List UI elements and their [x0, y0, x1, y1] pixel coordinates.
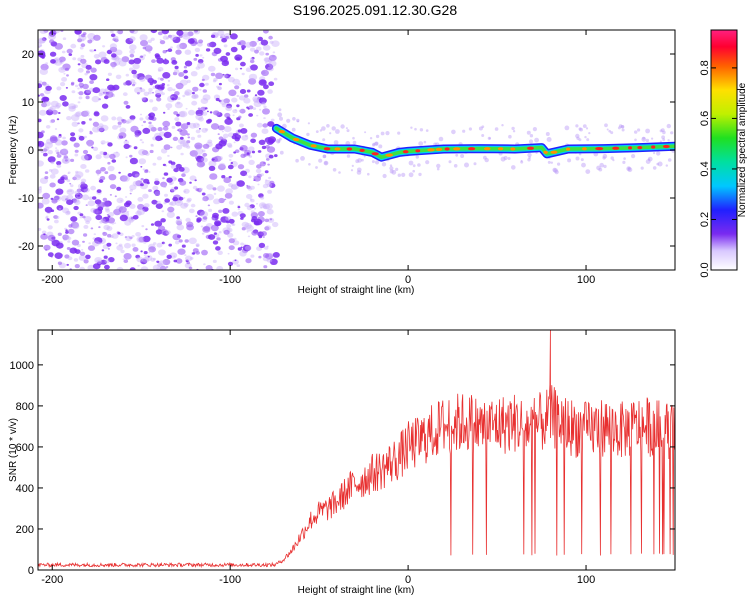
- spectrogram-x-axis-title: Height of straight line (km): [298, 285, 415, 296]
- spectrogram-x-tick-label: -100: [219, 274, 241, 286]
- snr-series-line: [38, 330, 675, 569]
- snr-y-tick-label: 400: [16, 483, 34, 495]
- colorbar-tick-label: 0.4: [699, 161, 711, 176]
- spectrogram-y-tick-label: 10: [22, 97, 34, 109]
- colorbar-title: Normalized spectral amplitude: [737, 82, 748, 217]
- spectrogram-x-tick-label: -200: [41, 274, 63, 286]
- snr-x-tick-label: -200: [41, 574, 63, 586]
- spectrogram-y-axis-title: Frequency (Hz): [8, 116, 19, 185]
- snr-y-axis-title: SNR (10 * v/v): [8, 418, 19, 482]
- colorbar-ticks: 0.0 0.2 0.4 0.6 0.8: [699, 60, 737, 278]
- snr-frame: [37, 329, 676, 571]
- spectrogram-x-tick-label: 100: [577, 274, 595, 286]
- snr-y-tick-label: 1000: [10, 360, 34, 372]
- spectrogram-y-tick-label: 20: [22, 49, 34, 61]
- snr-x-tick-label: 0: [405, 574, 411, 586]
- snr-plot-area: [38, 330, 675, 569]
- snr-y-tick-label: 600: [16, 442, 34, 454]
- colorbar: 0.0 0.2 0.4 0.6 0.8 Normalized spectral ampl…: [699, 29, 748, 278]
- spectrogram-y-tick-label: -10: [18, 193, 34, 205]
- snr-y-tick-label: 800: [16, 401, 34, 413]
- snr-y-tick-label: 200: [16, 524, 34, 536]
- snr-x-tick-label: -100: [219, 574, 241, 586]
- colorbar-gradient: [710, 29, 738, 271]
- colorbar-tick-label: 0.0: [699, 262, 711, 277]
- colorbar-tick-label: 0.6: [699, 111, 711, 126]
- spectrogram-y-tick-label: 0: [28, 145, 34, 157]
- spectrogram-y-tick-label: -20: [18, 241, 34, 253]
- spectrogram-x-tick-label: 0: [405, 274, 411, 286]
- snr-x-axis-title: Height of straight line (km): [298, 585, 415, 596]
- colorbar-tick-label: 0.8: [699, 60, 711, 75]
- spectrogram-plot-area: [38, 30, 675, 270]
- noise-speckle: [38, 30, 280, 270]
- snr-y-tick-label: 0: [28, 565, 34, 577]
- snr-x-tick-label: 100: [577, 574, 595, 586]
- signal-trace: [271, 108, 675, 179]
- page-title: S196.2025.091.12.30.G28: [292, 2, 458, 18]
- colorbar-tick-label: 0.2: [699, 212, 711, 227]
